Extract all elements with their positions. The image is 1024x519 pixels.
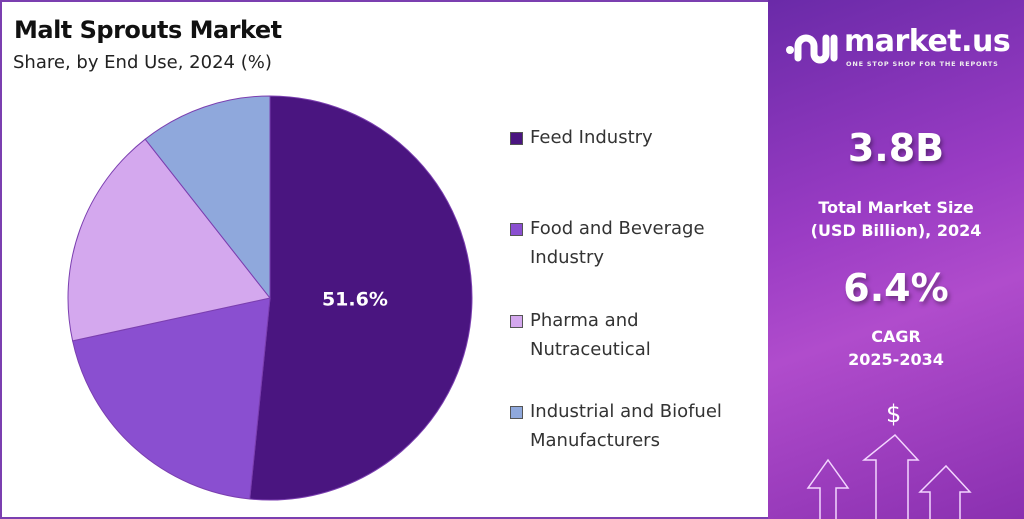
- chart-title: Malt Sprouts Market: [14, 16, 282, 44]
- pie-chart: 51.6%: [67, 95, 473, 501]
- market-size-label-2: (USD Billion), 2024: [810, 221, 982, 240]
- market-size-label-1: Total Market Size: [818, 198, 974, 217]
- cagr-label-1: CAGR: [871, 327, 921, 346]
- market-us-logo-icon: [786, 34, 838, 64]
- cagr-label-2: 2025-2034: [848, 350, 944, 369]
- pie-slice-1: [71, 297, 271, 500]
- pie-slice-0: [249, 95, 473, 501]
- legend-item-food-beverage: Food and Beverage Industry: [510, 214, 750, 272]
- legend-swatch: [510, 132, 523, 145]
- pie-data-label-0: 51.6%: [322, 288, 388, 310]
- brand-logo: market.us ONE STOP SHOP FOR THE REPORTS: [784, 24, 1014, 68]
- legend-swatch: [510, 315, 523, 328]
- cagr-value: 6.4%: [843, 266, 949, 310]
- brand-name: market.us: [844, 24, 1011, 59]
- chart-subtitle: Share, by End Use, 2024 (%): [13, 52, 272, 73]
- growth-arrows-icon: [806, 433, 972, 519]
- legend-item-feed: Feed Industry: [510, 123, 750, 152]
- legend-swatch: [510, 406, 523, 419]
- dollar-icon: $: [886, 400, 902, 428]
- brand-tagline: ONE STOP SHOP FOR THE REPORTS: [846, 60, 999, 68]
- legend-item-industrial: Industrial and Biofuel Manufacturers: [510, 397, 750, 455]
- legend-item-pharma: Pharma and Nutraceutical: [510, 306, 750, 364]
- market-size-value: 3.8B: [847, 126, 945, 170]
- summary-panel: market.us ONE STOP SHOP FOR THE REPORTS …: [768, 0, 1024, 519]
- legend-swatch: [510, 223, 523, 236]
- pie-slice-2: [67, 138, 271, 342]
- pie-slice-3: [144, 95, 271, 300]
